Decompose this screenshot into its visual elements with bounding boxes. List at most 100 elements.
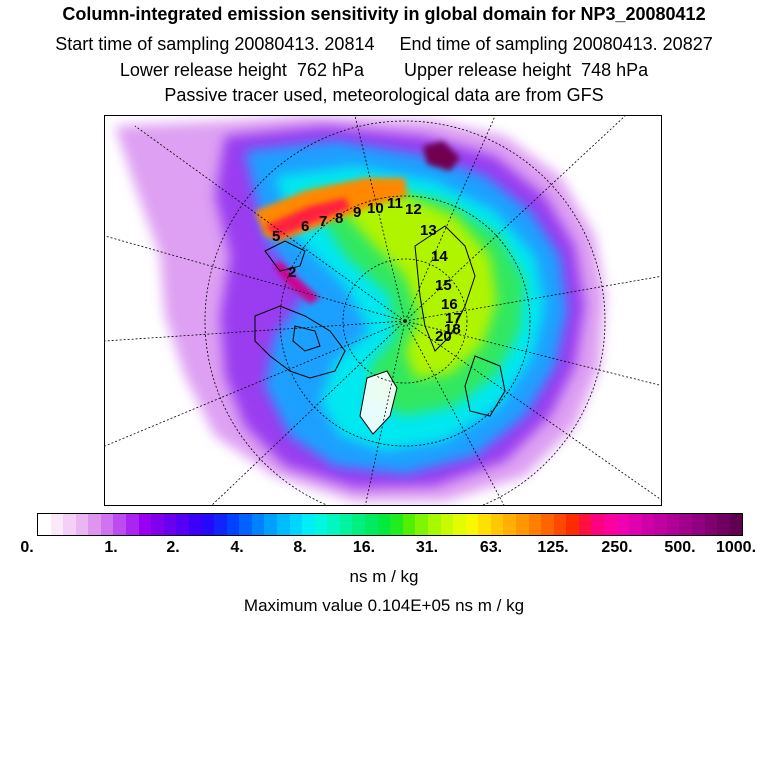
track-label: 15 (435, 277, 452, 294)
colorbar-segment (692, 514, 705, 535)
meridian-12 (404, 116, 496, 322)
colorbar-segment (654, 514, 667, 535)
colorbar-segment (214, 514, 227, 535)
end-time-label: End time of sampling 20080413. 20827 (399, 34, 713, 54)
colorbar-segment (490, 514, 504, 535)
colorbar-tick-label: 1. (104, 539, 118, 556)
colorbar-segment (390, 514, 403, 535)
colorbar-tick-label: 31. (415, 539, 439, 556)
colorbar-segment (163, 514, 177, 535)
track-label: 11 (387, 195, 403, 212)
meridian-8 (404, 320, 661, 501)
track-label: 18 (444, 321, 461, 338)
colorbar-segment (75, 514, 89, 535)
colorbar-segment (666, 514, 680, 535)
colorbar-tick-label: 4. (230, 539, 244, 556)
lat-circle-middle (279, 195, 531, 447)
colorbar-segment (339, 514, 353, 535)
colorbar-segment (138, 514, 152, 535)
coastline-north-america (254, 305, 346, 379)
sensitivity-field (115, 116, 605, 501)
colorbar-segment (327, 514, 340, 535)
coastline-hudson (292, 325, 321, 352)
colorbar-segment (402, 514, 416, 535)
meridian-5 (211, 320, 406, 505)
colorbar (37, 513, 743, 536)
coastline-alaska (264, 240, 306, 272)
colorbar-segment (276, 514, 290, 535)
lat-circle-inner (342, 258, 468, 384)
colorbar-segment (641, 514, 655, 535)
start-time-label: Start time of sampling 20080413. 20814 (55, 34, 375, 54)
upper-release-label: Upper release height 748 hPa (404, 60, 649, 80)
colorbar-segment (440, 514, 454, 535)
plot-title: Column-integrated emission sensitivity i… (62, 4, 706, 24)
colorbar-segment (201, 514, 215, 535)
graticule (105, 116, 661, 505)
field-yellow-green (335, 196, 497, 378)
field-dark-spot (423, 141, 460, 171)
colorbar-tick-label: 16. (352, 539, 376, 556)
colorbar-segment (50, 514, 64, 535)
colorbar-segment (377, 514, 391, 535)
tracer-info: Passive tracer used, meteorological data… (164, 85, 604, 105)
colorbar-segment (239, 514, 252, 535)
meridian-7 (404, 320, 505, 505)
track-label: 12 (405, 201, 422, 218)
meridian-9 (404, 320, 661, 386)
colorbar-segment (100, 514, 114, 535)
coastline-greenland (359, 370, 398, 435)
colorbar-segment (729, 514, 743, 535)
track-label: 2 (288, 264, 296, 281)
colorbar-segment (453, 514, 466, 535)
coastline-eurasia (414, 225, 476, 352)
colorbar-segment (365, 514, 378, 535)
colorbar-segment (176, 514, 189, 535)
track-label: 5 (272, 228, 280, 245)
colorbar-segment (616, 514, 630, 535)
colorbar-segment (629, 514, 642, 535)
colorbar-tick-label: 1000. (715, 539, 757, 556)
colorbar-segment (226, 514, 240, 535)
colorbar-segment (289, 514, 303, 535)
colorbar-tick-label: 125. (537, 539, 569, 556)
colorbar-segment (679, 514, 693, 535)
colorbar-segment (427, 514, 441, 535)
colorbar-segment (704, 514, 718, 535)
colorbar-units: ns m / kg (349, 567, 419, 586)
colorbar-segment (415, 514, 428, 535)
coastline-scandinavia (464, 355, 506, 417)
colorbar-segment (251, 514, 265, 535)
release-heights: Lower release height 762 hPa Upper relea… (0, 60, 768, 81)
colorbar-segment (302, 514, 315, 535)
colorbar-segment (503, 514, 516, 535)
colorbar-segment (515, 514, 529, 535)
colorbar-tick-label: 63. (479, 539, 503, 556)
lat-circle-outer (204, 120, 606, 505)
track-label: 10 (367, 200, 384, 217)
colorbar-segment (591, 514, 605, 535)
emission-sensitivity-map: 2 5 6 7 8 9 10 11 12 13 14 15 16 17 18 20 (104, 115, 662, 506)
colorbar-segment (88, 514, 101, 535)
colorbar-tick-label: 2. (166, 539, 180, 556)
track-label: 16 (441, 296, 458, 313)
colorbar-segment (578, 514, 592, 535)
colorbar-segment (126, 514, 139, 535)
colorbar-segment (528, 514, 542, 535)
track-label: 13 (420, 222, 437, 239)
track-label: 9 (353, 204, 361, 221)
sampling-times: Start time of sampling 20080413. 20814 E… (0, 34, 768, 55)
colorbar-tick-label: 500. (664, 539, 696, 556)
colorbar-segment (151, 514, 164, 535)
colorbar-tick-label: 250. (601, 539, 633, 556)
track-label: 7 (319, 213, 327, 230)
track-label: 8 (335, 210, 343, 227)
track-label: 6 (301, 218, 309, 235)
track-label: 17 (445, 310, 462, 327)
lower-release-label: Lower release height 762 hPa (119, 60, 364, 80)
colorbar-tick-label: 8. (293, 539, 307, 556)
colorbar-segment (541, 514, 554, 535)
colorbar-segment (553, 514, 567, 535)
maximum-value: Maximum value 0.104E+05 ns m / kg (243, 596, 525, 615)
